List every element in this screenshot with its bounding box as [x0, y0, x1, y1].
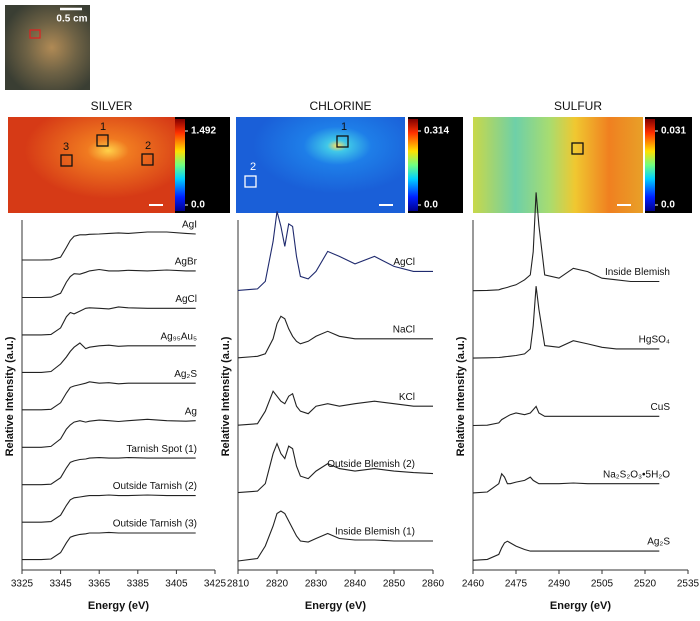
- x-tick-label: 3405: [165, 579, 188, 590]
- spectrum-label: Ag: [185, 406, 197, 417]
- x-tick-label: 2505: [591, 579, 614, 590]
- colorbar: [175, 119, 185, 211]
- x-tick-label: 2830: [305, 579, 328, 590]
- x-tick-label: 2475: [505, 579, 528, 590]
- element-map: [473, 117, 643, 213]
- region-box: [96, 134, 109, 147]
- x-axis-label: Energy (eV): [88, 600, 149, 612]
- spectrum-label: AgCl: [393, 257, 415, 268]
- x-tick-label: 3325: [11, 579, 34, 590]
- region-label: 1: [100, 121, 106, 133]
- element-map: [236, 117, 405, 213]
- spectrum: [472, 472, 660, 494]
- x-axis-label: Energy (eV): [305, 600, 366, 612]
- x-tick-label: 2490: [548, 579, 571, 590]
- x-axis-label: Energy (eV): [550, 600, 611, 612]
- colorbar-tick-label: 0.0: [191, 200, 205, 211]
- spectrum-label: CuS: [651, 402, 671, 413]
- region-label: 1: [341, 121, 347, 133]
- spectrum-label: AgI: [182, 220, 197, 231]
- region-label: 2: [145, 140, 151, 152]
- colorbar-tick-label: 0.0: [424, 200, 438, 211]
- spectrum: [237, 510, 433, 562]
- panel-title: CHLORINE: [309, 99, 371, 113]
- spectrum-label: Ag₂S: [174, 369, 197, 380]
- spectrum: [22, 231, 196, 261]
- colorbar-tick-label: 0.314: [424, 126, 449, 137]
- spectrum: [472, 192, 660, 292]
- spectrum: [22, 531, 196, 561]
- spectrum-label: Tarnish Spot (1): [126, 444, 197, 455]
- x-tick-label: 2460: [462, 579, 485, 590]
- x-tick-label: 2840: [344, 579, 367, 590]
- x-tick-label: 2810: [227, 579, 250, 590]
- x-tick-label: 3425: [204, 579, 227, 590]
- x-tick-label: 2820: [266, 579, 289, 590]
- spectrum-label: Ag₂S: [647, 537, 670, 548]
- spectrum: [472, 405, 660, 427]
- spectrum-label: KCl: [399, 392, 415, 403]
- spectrum-label: Ag₉₅Au₅: [161, 331, 197, 342]
- spectrum: [22, 457, 196, 486]
- x-tick-label: 3385: [127, 579, 150, 590]
- x-tick-label: 2850: [383, 579, 406, 590]
- region-label: 2: [250, 161, 256, 173]
- x-tick-label: 3345: [49, 579, 72, 590]
- spectrum-label: Na₂S₂O₃•5H₂O: [603, 469, 670, 480]
- spectrum: [237, 211, 433, 291]
- region-box: [244, 175, 257, 188]
- spectrum: [22, 306, 196, 336]
- spectrum: [22, 381, 196, 411]
- spectrum: [237, 315, 433, 359]
- spectrum: [22, 494, 196, 523]
- spectrum-label: Outside Tarnish (3): [113, 519, 197, 530]
- spectrum: [472, 286, 660, 359]
- x-tick-label: 2860: [422, 579, 445, 590]
- y-axis-label: Relative Intensity (a.u.): [220, 336, 232, 456]
- spectrum-label: AgBr: [175, 257, 198, 268]
- spectrum-label: AgCl: [175, 294, 197, 305]
- region-box: [336, 135, 349, 148]
- colorbar-tick-label: 0.0: [661, 200, 675, 211]
- y-axis-label: Relative Intensity (a.u.): [4, 336, 16, 456]
- photo: 0.5 cm: [5, 5, 90, 90]
- spectrum: [237, 442, 434, 494]
- y-axis-label: Relative Intensity (a.u.): [455, 336, 467, 456]
- colorbar: [645, 119, 655, 211]
- spectrum: [22, 418, 196, 448]
- colorbar-tick-label: 1.492: [191, 126, 216, 137]
- spectrum: [237, 390, 433, 426]
- spectrum-label: Outside Tarnish (2): [113, 481, 197, 492]
- spectrum-label: HgSO₄: [639, 335, 670, 346]
- x-tick-label: 2520: [634, 579, 657, 590]
- spectrum: [22, 342, 196, 373]
- colorbar-tick-label: 0.031: [661, 126, 686, 137]
- spectrum-label: Inside Blemish (1): [335, 527, 415, 538]
- region-box: [141, 153, 154, 166]
- x-tick-label: 3365: [88, 579, 111, 590]
- region-box: [571, 142, 584, 155]
- spectrum: [22, 268, 196, 299]
- colorbar: [408, 119, 418, 211]
- spectrum-label: Inside Blemish: [605, 267, 670, 278]
- x-tick-label: 2535: [677, 579, 700, 590]
- spectrum: [472, 540, 660, 561]
- panel-title: SILVER: [91, 99, 133, 113]
- spectrum-label: Outside Blemish (2): [327, 459, 415, 470]
- scale-bar-label: 0.5 cm: [56, 14, 87, 25]
- region-box: [60, 154, 73, 167]
- panel-title: SULFUR: [554, 99, 602, 113]
- spectrum-label: NaCl: [393, 324, 415, 335]
- region-label: 3: [63, 141, 69, 153]
